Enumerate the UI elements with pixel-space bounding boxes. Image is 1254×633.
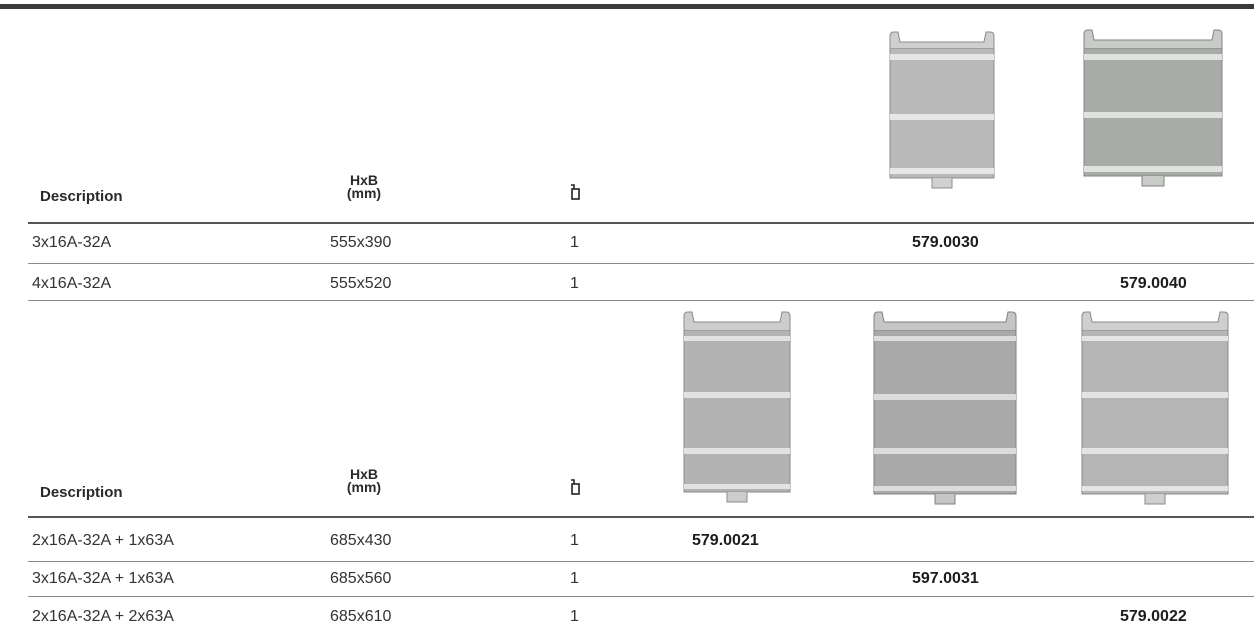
article-code-579-0022: 579.0022: [1120, 608, 1187, 625]
panel-image-579-0030: [886, 30, 998, 195]
row-qty: 1: [570, 275, 579, 292]
row-description: 4x16A-32A: [32, 275, 112, 292]
row-divider: [28, 561, 1254, 562]
row-description: 2x16A-32A + 1x63A: [32, 532, 174, 549]
row-description: 3x16A-32A + 1x63A: [32, 570, 174, 587]
header-description: Description: [40, 188, 123, 205]
panel-image-579-0022: [1078, 310, 1232, 510]
section-divider: [28, 300, 1254, 301]
article-code-579-0021: 579.0021: [692, 532, 759, 549]
article-code-579-0040: 579.0040: [1120, 275, 1187, 292]
header-description: Description: [40, 484, 123, 501]
row-size: 685x430: [330, 532, 392, 549]
row-description: 2x16A-32A + 2x63A: [32, 608, 174, 625]
row-size: 555x520: [330, 275, 392, 292]
header-size-top: HxB: [349, 466, 378, 482]
row-description: 3x16A-32A: [32, 234, 112, 251]
header-size: HxB (mm): [336, 172, 392, 201]
article-code-597-0031: 597.0031: [912, 570, 979, 587]
header-size-top: HxB: [349, 172, 378, 188]
package-icon: [571, 184, 580, 200]
row-qty: 1: [570, 570, 579, 587]
row-qty: 1: [570, 608, 579, 625]
article-code-579-0030: 579.0030: [912, 234, 979, 251]
header-size: HxB (mm): [336, 466, 392, 495]
row-size: 685x560: [330, 570, 392, 587]
row-size: 685x610: [330, 608, 392, 625]
panel-image-579-0021: [680, 310, 794, 510]
row-divider: [28, 263, 1254, 264]
top-rule: [0, 4, 1254, 9]
header-rule: [28, 222, 1254, 224]
panel-image-579-0040: [1080, 28, 1226, 193]
header-size-unit: (mm): [346, 479, 382, 495]
row-qty: 1: [570, 532, 579, 549]
panel-image-597-0031: [870, 310, 1020, 510]
header-rule: [28, 516, 1254, 518]
row-size: 555x390: [330, 234, 392, 251]
row-divider: [28, 596, 1254, 597]
header-size-unit: (mm): [346, 185, 382, 201]
package-icon: [571, 479, 580, 495]
row-qty: 1: [570, 234, 579, 251]
